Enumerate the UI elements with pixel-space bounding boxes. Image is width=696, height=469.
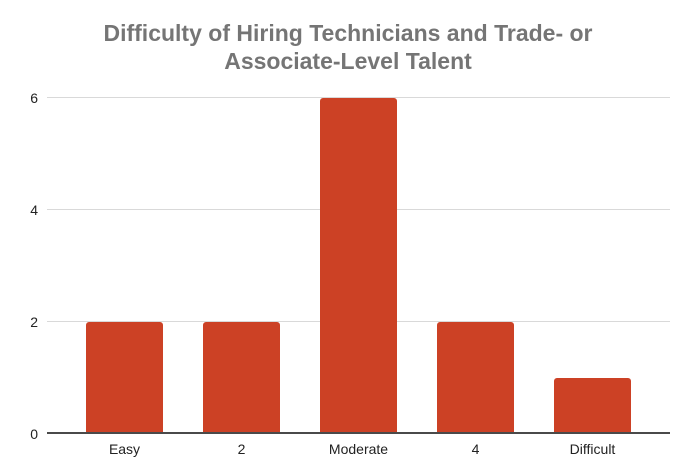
plot-area: [47, 97, 670, 434]
y-tick-label: 0: [30, 426, 38, 442]
x-tick-label: Difficult: [569, 441, 616, 457]
x-tick-label: Easy: [108, 441, 141, 457]
bar: [319, 98, 398, 434]
x-tick-label: 2: [237, 441, 246, 457]
y-tick-label: 2: [30, 314, 38, 330]
bar-slot: [534, 98, 651, 434]
bar: [436, 322, 515, 434]
y-axis-labels: 0 2 4 6: [0, 91, 38, 441]
bar-slot: [417, 98, 534, 434]
bar: [202, 322, 281, 434]
chart-title: Difficulty of Hiring Technicians and Tra…: [103, 20, 593, 74]
gridline: [47, 97, 670, 98]
x-axis-labels: Easy 2 Moderate 4 Difficult: [47, 441, 670, 457]
bar-slot: [66, 98, 183, 434]
bar-series: [47, 98, 670, 434]
bar-slot: [300, 98, 417, 434]
bar: [553, 378, 632, 434]
y-tick-label: 6: [30, 90, 38, 106]
x-tick-label: Moderate: [328, 441, 389, 457]
y-tick-label: 4: [30, 202, 38, 218]
bar-slot: [183, 98, 300, 434]
bar: [85, 322, 164, 434]
x-axis-line: [47, 432, 670, 434]
x-tick-label: 4: [471, 441, 480, 457]
